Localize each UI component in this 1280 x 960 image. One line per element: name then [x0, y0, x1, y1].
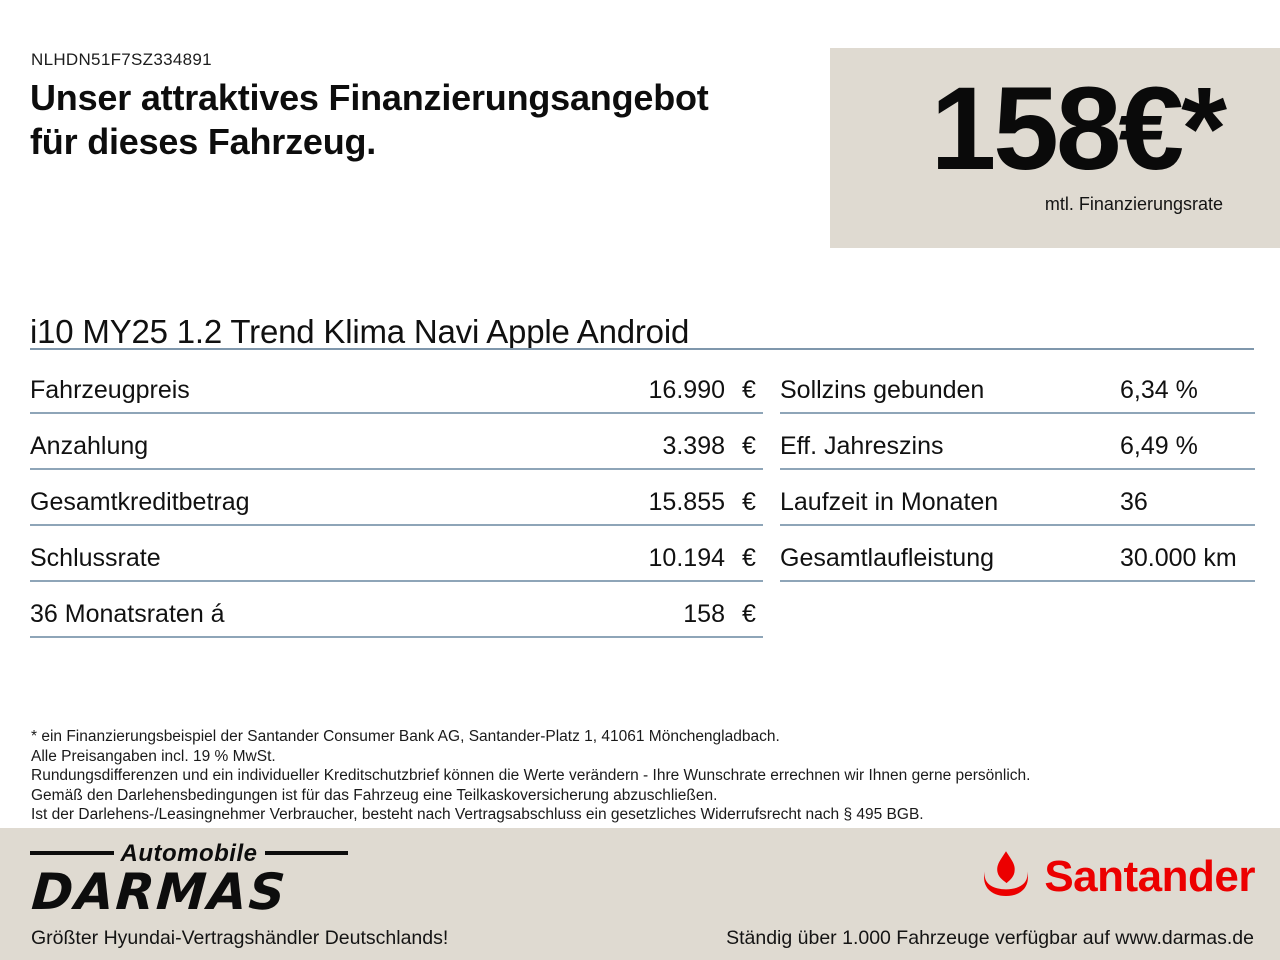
row-unit: € [742, 544, 756, 572]
logo-dash-right [264, 851, 348, 855]
disclaimer-line: Rundungsdifferenzen und ein individuelle… [31, 767, 1031, 784]
darmas-logo-name: DARMAS [29, 863, 290, 921]
row-label: Gesamtkreditbetrag [30, 488, 250, 516]
page-title-line2: für dieses Fahrzeug. [30, 121, 377, 162]
page-title-line1: Unser attraktives Finanzierungsangebot [30, 77, 709, 118]
santander-flame-icon [984, 851, 1029, 897]
table-row: Schlussrate 10.194 € [30, 526, 763, 582]
row-value: 158 [683, 600, 725, 628]
disclaimer-line: * ein Finanzierungsbeispiel der Santande… [31, 728, 780, 745]
table-row: Eff. Jahreszins 6,49 % [780, 414, 1255, 470]
website-tagline: Ständig über 1.000 Fahrzeuge verfügbar a… [726, 927, 1254, 949]
darmas-logo-top: Automobile [30, 840, 348, 868]
row-label: Anzahlung [30, 432, 149, 460]
santander-bank-logo: Santander [978, 850, 1255, 904]
santander-wordmark: Santander [1044, 852, 1255, 901]
row-unit: € [742, 376, 756, 404]
finance-table-left: Fahrzeugpreis 16.990 € Anzahlung 3.398 €… [30, 358, 763, 638]
table-row: Sollzins gebunden 6,34 % [780, 358, 1255, 414]
row-value: 10.194 [648, 544, 725, 572]
row-value: 15.855 [648, 488, 725, 516]
vehicle-vin: NLHDN51F7SZ334891 [31, 50, 212, 69]
table-row: 36 Monatsraten á 158 € [30, 582, 763, 638]
dealer-tagline: Größter Hyundai-Vertragshändler Deutschl… [31, 927, 449, 949]
row-label: 36 Monatsraten á [30, 600, 225, 628]
row-label: Fahrzeugpreis [30, 376, 190, 404]
monthly-rate-label: mtl. Finanzierungsrate [1044, 194, 1223, 214]
row-unit: € [742, 432, 756, 460]
disclaimer-line: Alle Preisangaben incl. 19 % MwSt. [31, 747, 276, 765]
darmas-logo-automobile: Automobile [120, 840, 258, 867]
vehicle-name: i10 MY25 1.2 Trend Klima Navi Apple Andr… [30, 313, 690, 350]
page-title: Unser attraktives Finanzierungsangebot f… [30, 76, 709, 164]
row-value: 16.990 [648, 376, 725, 404]
row-label: Gesamtlaufleistung [780, 544, 995, 572]
row-label: Schlussrate [30, 544, 161, 572]
row-value: 36 [1120, 488, 1148, 516]
title-divider [30, 348, 1254, 350]
darmas-dealer-logo: Automobile DARMAS [30, 840, 348, 921]
disclaimer-text: * ein Finanzierungsbeispiel der Santande… [31, 727, 1030, 825]
table-row: Laufzeit in Monaten 36 [780, 470, 1255, 526]
row-value: 6,49 % [1120, 432, 1198, 460]
row-unit: € [742, 488, 756, 516]
disclaimer-line: Ist der Darlehens-/Leasingnehmer Verbrau… [31, 806, 924, 823]
row-value: 3.398 [662, 432, 725, 460]
row-label: Sollzins gebunden [780, 376, 985, 404]
finance-table-right: Sollzins gebunden 6,34 % Eff. Jahreszins… [780, 358, 1255, 582]
row-label: Eff. Jahreszins [780, 432, 944, 460]
monthly-rate-value: 158€* [930, 63, 1227, 195]
row-value: 30.000 km [1120, 544, 1237, 572]
table-row: Gesamtkreditbetrag 15.855 € [30, 470, 763, 526]
row-value: 6,34 % [1120, 376, 1198, 404]
footer-bar: Automobile DARMAS Santander Größter Hyun… [0, 828, 1280, 960]
row-label: Laufzeit in Monaten [780, 488, 999, 516]
table-row: Gesamtlaufleistung 30.000 km [780, 526, 1255, 582]
disclaimer-line: Gemäß den Darlehensbedingungen ist für d… [31, 786, 718, 804]
table-row: Anzahlung 3.398 € [30, 414, 763, 470]
row-unit: € [742, 600, 756, 628]
logo-dash-left [30, 851, 114, 855]
table-row: Fahrzeugpreis 16.990 € [30, 358, 763, 414]
monthly-rate-box: 158€* mtl. Finanzierungsrate [830, 48, 1280, 248]
